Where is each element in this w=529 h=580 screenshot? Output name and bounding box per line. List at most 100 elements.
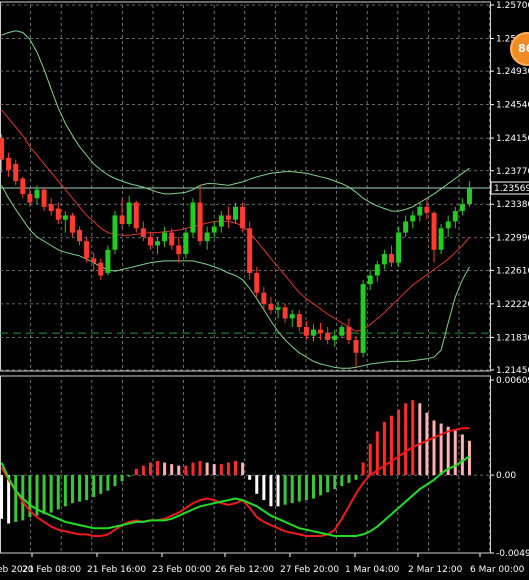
candle-body [147,236,153,246]
candle-body [6,157,12,170]
time-tick-label: 2 Mar 12:00 [408,565,463,575]
candle-body [403,221,409,233]
candle-body [0,138,5,160]
histogram-bar [248,475,252,480]
candle-body [84,241,90,259]
candle-body [133,202,139,229]
histogram-bar [439,423,443,476]
candle-body [204,232,210,242]
histogram-bar [262,475,266,501]
histogram-bar [70,475,74,504]
time-tick-label: 26 Feb 12:00 [215,565,274,575]
candle-body [98,262,104,276]
histogram-bar [368,443,372,476]
histogram-bar [14,475,18,522]
candle-body [77,230,83,242]
histogram-bar [63,475,67,507]
price-tick-label: 1.23380 [496,200,529,210]
histogram-bar [205,462,209,476]
histogram-bar [276,475,280,507]
histogram-bar [333,475,337,490]
candle-body [275,307,281,310]
candle-body [112,215,118,250]
histogram-bar [354,475,358,480]
current-price-box [490,181,529,195]
time-tick-label: 19 Feb 2021 [0,565,34,575]
histogram-bar [460,434,464,476]
candle-body [240,206,246,229]
candle-body [69,215,75,233]
histogram-bar [92,475,96,497]
candle-body [466,187,472,205]
candle-body [289,314,295,319]
candle-body [346,327,352,340]
histogram-bar [446,426,450,476]
candle-body [374,264,380,276]
histogram-bar [141,465,145,476]
histogram-bar [56,475,60,510]
histogram-bar [347,475,351,483]
candle-body [261,292,267,304]
histogram-bar [120,475,124,482]
candle-body [459,204,465,212]
histogram-bar [326,475,330,493]
candle-body [339,327,345,336]
indicator-panel-frame [0,375,491,554]
candle-body [119,215,125,224]
histogram-bar [0,475,4,519]
histogram-bar [404,403,408,476]
histogram-bar [219,464,223,476]
signal-red-line [0,427,470,537]
histogram-bar [234,461,237,476]
histogram-bar [255,475,259,494]
candle-body [247,228,253,273]
candle-body [48,204,54,212]
histogram-bar [198,461,202,476]
histogram-bar [134,468,138,476]
candle-body [303,327,309,336]
candle-body [41,189,47,207]
price-tick-label: 1.22220 [496,300,529,310]
price-tick-label: 1.24930 [496,67,529,77]
signal-green-line [0,455,471,537]
candle-body [126,202,132,224]
candle-body [183,232,189,255]
candle-body [190,202,196,233]
indicator-tick-label: 0.00609 [496,376,529,386]
price-tick-label: 1.24150 [496,134,529,144]
histogram-bar [49,475,53,513]
candle-body [431,212,437,250]
histogram-bar [269,475,273,507]
price-tick-label: 1.25700 [496,1,529,11]
candle-body [318,329,324,334]
candle-body [282,307,288,319]
histogram-bar [361,462,365,476]
histogram-bar [340,475,344,487]
price-tick-label: 1.21450 [496,366,529,376]
histogram-bar [297,475,301,502]
histogram-bar [319,475,323,496]
histogram-bar [148,462,152,476]
histogram-bar [226,462,230,476]
upper-band-line [1,30,470,212]
histogram-bar [156,461,160,476]
histogram-bar [42,475,46,515]
candle-body [55,208,61,220]
histogram-bar [170,464,174,476]
histogram-bar [467,440,471,476]
histogram-bar [78,475,82,502]
candle-body [388,254,394,263]
indicator-tick-label: -0.00499 [496,549,529,559]
candle-body [140,228,146,237]
time-tick-label: 20 Feb 08:00 [22,565,81,575]
histogram-bar [177,465,181,476]
time-tick-label: 6 Mar 00:00 [470,565,525,575]
histogram-bar [99,475,103,494]
candle-body [218,215,224,227]
histogram-bar [411,400,415,476]
candle-body [417,206,423,216]
candle-body [162,232,168,242]
histogram-bar [113,475,117,487]
time-tick-label: 1 Mar 04:00 [345,565,400,575]
